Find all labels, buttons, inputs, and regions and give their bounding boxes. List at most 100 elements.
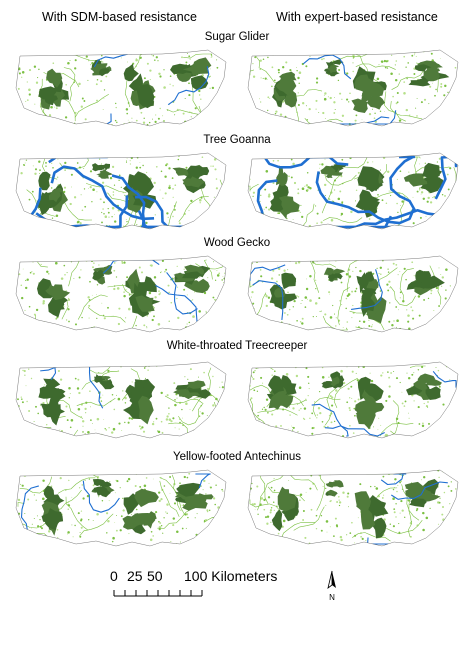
habitat-patch <box>96 513 99 516</box>
habitat-patch <box>372 272 375 275</box>
habitat-patch <box>221 316 224 318</box>
habitat-patch <box>337 197 341 201</box>
habitat-patch <box>205 121 209 124</box>
least-cost-corridor <box>155 284 198 324</box>
habitat-patch <box>346 534 348 536</box>
habitat-patch <box>385 202 388 205</box>
habitat-patch <box>422 422 424 425</box>
habitat-linkage <box>76 397 116 407</box>
habitat-patch <box>253 389 256 392</box>
habitat-patch <box>132 123 135 126</box>
habitat-patch <box>341 304 343 305</box>
habitat-patch <box>440 424 443 427</box>
habitat-patch <box>349 92 351 95</box>
habitat-patch <box>349 532 352 534</box>
habitat-patch <box>449 309 452 312</box>
habitat-patch <box>100 163 103 165</box>
habitat-patch <box>47 257 50 260</box>
habitat-patch <box>224 202 226 204</box>
habitat-patch <box>212 165 214 167</box>
habitat-patch <box>334 517 337 520</box>
habitat-linkage <box>324 388 336 426</box>
habitat-patch <box>37 412 40 415</box>
habitat-patch <box>189 368 192 371</box>
habitat-patch <box>346 495 349 498</box>
habitat-patch <box>117 322 121 326</box>
habitat-patch <box>345 273 349 276</box>
habitat-patch <box>23 474 27 477</box>
habitat-patch <box>306 188 309 191</box>
habitat-patch <box>299 499 301 502</box>
habitat-map <box>15 152 227 230</box>
habitat-patch <box>59 378 63 381</box>
habitat-patch <box>352 57 355 59</box>
habitat-patch <box>396 319 399 322</box>
habitat-patch <box>297 261 301 264</box>
habitat-patch <box>188 153 190 155</box>
habitat-patch <box>458 100 459 101</box>
habitat-patch <box>305 184 309 187</box>
habitat-patch <box>37 77 39 79</box>
habitat-patch <box>208 482 210 484</box>
habitat-patch <box>428 422 430 425</box>
habitat-patch <box>395 434 398 437</box>
habitat-patch <box>405 278 407 281</box>
habitat-patch <box>107 519 110 523</box>
habitat-patch <box>345 256 348 258</box>
habitat-patch <box>174 209 176 211</box>
habitat-patch <box>94 429 96 431</box>
habitat-patch <box>250 153 253 155</box>
habitat-patch <box>267 56 269 59</box>
habitat-patch <box>302 519 305 521</box>
habitat-patch <box>70 173 73 176</box>
habitat-patch <box>13 509 15 511</box>
habitat-patch <box>78 391 81 395</box>
habitat-patch <box>408 327 411 331</box>
habitat-patch <box>57 153 59 154</box>
habitat-patch <box>422 197 425 200</box>
habitat-patch <box>143 367 146 369</box>
habitat-patch <box>82 425 84 427</box>
core-habitat <box>46 284 71 301</box>
habitat-patch <box>91 294 93 296</box>
habitat-patch <box>165 511 167 513</box>
habitat-patch <box>33 112 35 115</box>
habitat-patch <box>16 101 18 104</box>
habitat-patch <box>427 196 430 200</box>
habitat-patch <box>340 212 344 216</box>
habitat-patch <box>307 298 308 300</box>
habitat-patch <box>453 366 457 369</box>
habitat-patch <box>413 54 415 56</box>
habitat-patch <box>35 405 37 408</box>
habitat-patch <box>70 419 74 422</box>
species-title-sugar-glider: Sugar Glider <box>204 31 270 43</box>
habitat-patch <box>300 407 302 410</box>
habitat-patch <box>63 186 67 189</box>
habitat-patch <box>329 153 332 156</box>
habitat-patch <box>70 186 72 188</box>
habitat-patch <box>248 414 249 417</box>
core-habitat <box>48 189 61 203</box>
habitat-patch <box>126 276 129 279</box>
core-habitat <box>404 481 426 494</box>
habitat-patch <box>307 375 310 378</box>
core-habitat <box>135 295 155 312</box>
habitat-map <box>15 255 227 333</box>
habitat-patch <box>264 77 267 80</box>
habitat-patch <box>395 377 399 380</box>
habitat-patch <box>17 498 21 502</box>
habitat-patch <box>323 94 325 96</box>
habitat-patch <box>451 532 454 535</box>
habitat-patch <box>373 117 376 119</box>
habitat-patch <box>397 421 400 424</box>
habitat-patch <box>18 67 21 71</box>
core-habitat <box>136 83 155 109</box>
habitat-patch <box>203 321 206 324</box>
habitat-patch <box>24 374 26 376</box>
habitat-linkage <box>380 423 414 437</box>
habitat-patch <box>71 496 73 498</box>
habitat-patch <box>350 385 353 388</box>
habitat-patch <box>448 312 450 314</box>
habitat-patch <box>158 520 160 523</box>
habitat-linkage <box>19 476 53 494</box>
